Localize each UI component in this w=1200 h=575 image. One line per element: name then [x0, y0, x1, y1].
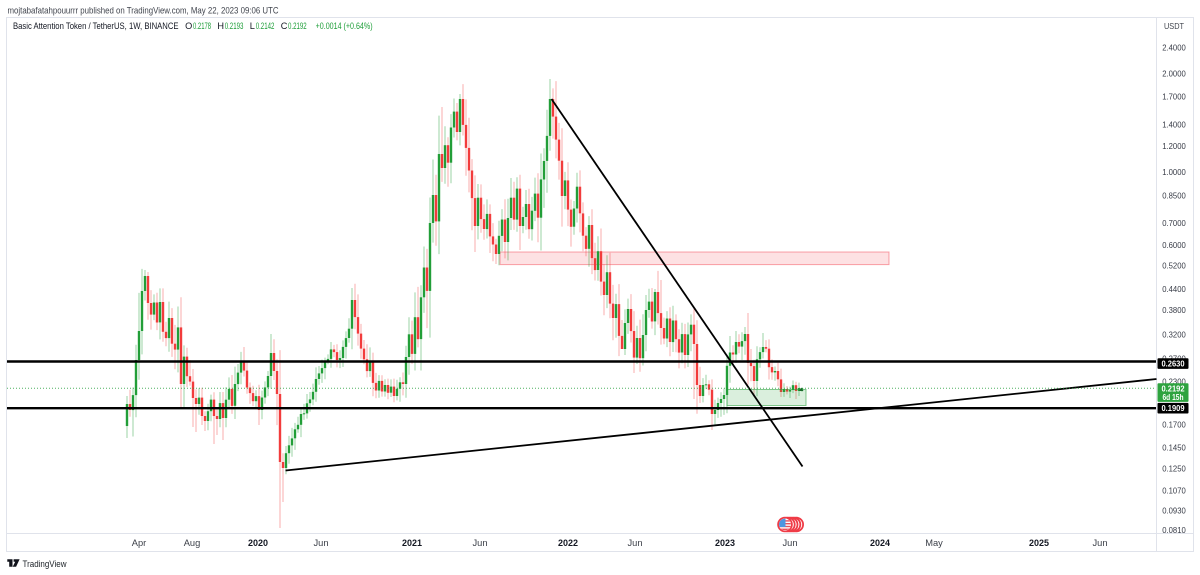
svg-text:2024: 2024	[870, 538, 891, 548]
svg-text:2023: 2023	[715, 538, 735, 548]
svg-text:1.2000: 1.2000	[1162, 141, 1186, 151]
svg-text:Jun: Jun	[628, 538, 643, 548]
svg-text:0.1250: 0.1250	[1162, 463, 1186, 473]
svg-text:2021: 2021	[402, 538, 422, 548]
svg-text:H: H	[217, 21, 224, 31]
svg-text:2.4000: 2.4000	[1162, 43, 1186, 53]
svg-text:Jun: Jun	[314, 538, 329, 548]
svg-text:0.2630: 0.2630	[1162, 360, 1185, 369]
svg-text:2020: 2020	[248, 538, 268, 548]
svg-text:6d 15h: 6d 15h	[1163, 393, 1184, 402]
svg-text:1.7000: 1.7000	[1162, 92, 1186, 102]
svg-text:May: May	[925, 538, 943, 548]
svg-text:1.0000: 1.0000	[1162, 167, 1186, 177]
svg-text:0.8500: 0.8500	[1162, 190, 1186, 200]
svg-text:mojtabafatahpouurrr published: mojtabafatahpouurrr published on Trading…	[8, 6, 279, 16]
svg-text:+0.0014 (+0.64%): +0.0014 (+0.64%)	[316, 21, 373, 31]
svg-text:0.0930: 0.0930	[1162, 506, 1186, 516]
svg-text:C: C	[281, 21, 288, 31]
svg-text:0.4400: 0.4400	[1162, 284, 1186, 294]
svg-text:0.5200: 0.5200	[1162, 260, 1186, 270]
svg-text:0.7000: 0.7000	[1162, 218, 1186, 228]
svg-text:0.3200: 0.3200	[1162, 330, 1186, 340]
svg-text:0.2142: 0.2142	[256, 21, 275, 31]
svg-text:0.0810: 0.0810	[1162, 525, 1186, 535]
svg-text:0.1700: 0.1700	[1162, 420, 1186, 430]
svg-text:Aug: Aug	[184, 538, 201, 548]
svg-text:2.0000: 2.0000	[1162, 69, 1186, 79]
svg-text:2025: 2025	[1029, 538, 1049, 548]
svg-text:0.1909: 0.1909	[1162, 404, 1185, 413]
svg-text:L: L	[250, 21, 255, 31]
svg-text:0.2300: 0.2300	[1162, 377, 1186, 387]
svg-text:Jun: Jun	[473, 538, 488, 548]
svg-text:0.3800: 0.3800	[1162, 305, 1186, 315]
svg-text:O: O	[185, 21, 192, 31]
svg-text:0.6000: 0.6000	[1162, 240, 1186, 250]
svg-text:USDT: USDT	[1164, 21, 1184, 31]
svg-text:Jun: Jun	[783, 538, 798, 548]
svg-text:0.2192: 0.2192	[1162, 384, 1185, 393]
svg-text:0.1450: 0.1450	[1162, 442, 1186, 452]
svg-text:0.2178: 0.2178	[193, 21, 211, 31]
svg-text:0.1070: 0.1070	[1162, 486, 1186, 496]
svg-text:Basic Attention Token / Tether: Basic Attention Token / TetherUS, 1W, BI…	[13, 21, 179, 31]
svg-text:2022: 2022	[558, 538, 578, 548]
svg-text:0.2192: 0.2192	[288, 21, 307, 31]
svg-text:TradingView: TradingView	[23, 559, 67, 570]
svg-text:0.2193: 0.2193	[225, 21, 244, 31]
svg-text:1.4000: 1.4000	[1162, 119, 1186, 129]
svg-text:Jun: Jun	[1093, 538, 1108, 548]
svg-text:Apr: Apr	[132, 538, 146, 548]
